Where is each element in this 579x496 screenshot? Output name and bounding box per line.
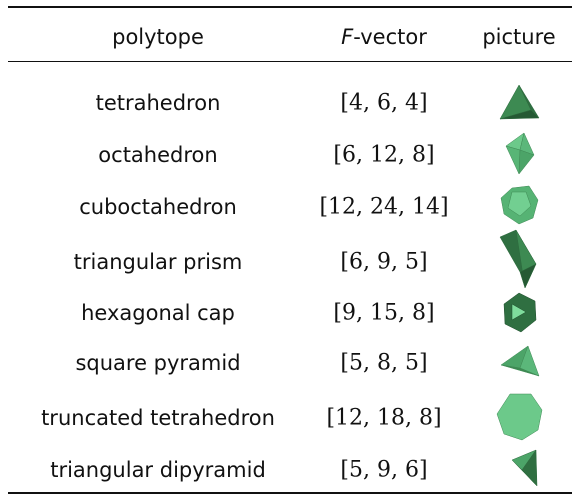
triangular-prism-icon <box>500 230 536 288</box>
truncated-tetrahedron-icon <box>497 394 542 440</box>
pictures <box>0 0 579 496</box>
tetrahedron-icon <box>500 85 539 119</box>
square-pyramid-icon <box>501 346 539 376</box>
triangular-dipyramid-icon <box>512 450 537 486</box>
hexagonal-cap-icon <box>504 293 536 332</box>
octahedron-icon <box>506 133 534 174</box>
cuboctahedron-icon <box>501 186 538 224</box>
table-page: polytopeF-vectorpicturetetrahedron[4, 6,… <box>0 0 579 496</box>
